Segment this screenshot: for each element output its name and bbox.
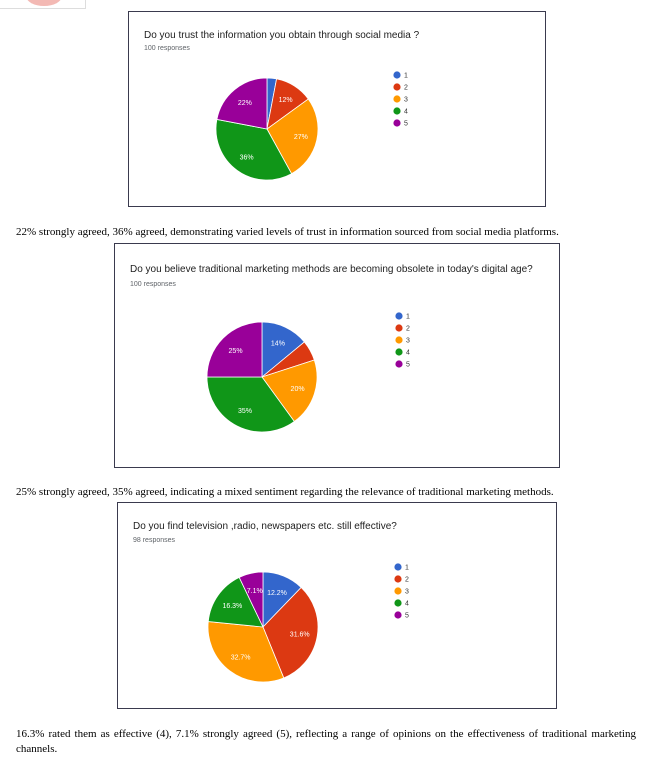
pie-slice-5 bbox=[206, 321, 263, 378]
chart-title: Do you find television ,radio, newspaper… bbox=[133, 521, 397, 532]
slice-label-4: 35% bbox=[238, 408, 252, 415]
chart-response-count: 100 responses bbox=[144, 45, 190, 52]
pie-chart: 12.2% 31.6% 32.7% 16.3% 7.1% 1 2 3 4 5 bbox=[207, 563, 409, 683]
legend-marker-2 bbox=[394, 575, 402, 583]
caption-2: 25% strongly agreed, 35% agreed, indicat… bbox=[16, 486, 554, 498]
slice-label-4: 16.3% bbox=[222, 603, 242, 610]
legend-marker-1 bbox=[395, 312, 403, 320]
slice-label-3: 20% bbox=[291, 386, 305, 393]
legend-marker-4 bbox=[394, 599, 402, 607]
slice-label-3: 27% bbox=[294, 134, 308, 141]
pie-slice-3 bbox=[207, 621, 285, 683]
legend-marker-3 bbox=[395, 336, 403, 344]
slice-label-5: 7.1% bbox=[247, 588, 263, 595]
legend-marker-1 bbox=[393, 71, 401, 79]
legend-marker-4 bbox=[393, 107, 401, 115]
chart-card-traditional-effective: Do you find television ,radio, newspaper… bbox=[117, 502, 557, 709]
slice-label-5: 22% bbox=[238, 100, 252, 107]
chart-response-count: 100 responses bbox=[130, 281, 176, 288]
pie-slice-4 bbox=[207, 576, 264, 628]
slice-label-4: 36% bbox=[240, 155, 254, 162]
legend-label-1: 1 bbox=[404, 73, 408, 80]
legend-marker-1 bbox=[394, 563, 402, 571]
pie-slice-3 bbox=[266, 98, 319, 175]
legend-label-4: 4 bbox=[404, 109, 408, 116]
legend-label-1: 1 bbox=[405, 565, 409, 572]
legend-label-5: 5 bbox=[404, 121, 408, 128]
legend-marker-5 bbox=[395, 360, 403, 368]
pie-slice-3 bbox=[261, 359, 318, 423]
legend-marker-5 bbox=[394, 611, 402, 619]
caption-3: 16.3% rated them as effective (4), 7.1% … bbox=[16, 728, 636, 755]
chart-card-trust-social-media: Do you trust the information you obtain … bbox=[128, 11, 546, 207]
pie-slice-4 bbox=[206, 376, 295, 433]
slice-label-2: 12% bbox=[279, 97, 293, 104]
pie-chart: 14% 20% 35% 25% 1 2 3 4 5 bbox=[206, 312, 410, 433]
legend-marker-2 bbox=[393, 83, 401, 91]
top-decoration bbox=[0, 0, 86, 9]
legend-marker-3 bbox=[393, 95, 401, 103]
pie-slice-5 bbox=[216, 77, 268, 130]
pie-chart: 12% 27% 36% 22% 1 2 3 4 5 bbox=[215, 71, 408, 181]
legend-marker-5 bbox=[393, 119, 401, 127]
legend-label-1: 1 bbox=[406, 314, 410, 321]
slice-label-2: 31.6% bbox=[290, 632, 310, 639]
pie-slice-4 bbox=[215, 118, 293, 181]
slice-label-1: 14% bbox=[271, 341, 285, 348]
legend-label-3: 3 bbox=[406, 338, 410, 345]
slice-label-1: 12.2% bbox=[267, 590, 287, 597]
chart-response-count: 98 responses bbox=[133, 537, 176, 544]
legend-label-2: 2 bbox=[406, 326, 410, 333]
legend-label-5: 5 bbox=[406, 362, 410, 369]
legend-label-3: 3 bbox=[405, 589, 409, 596]
legend-marker-2 bbox=[395, 324, 403, 332]
pie-slice-5 bbox=[238, 571, 264, 628]
legend-label-4: 4 bbox=[405, 601, 409, 608]
legend-marker-3 bbox=[394, 587, 402, 595]
chart-title: Do you believe traditional marketing met… bbox=[130, 264, 533, 275]
legend-marker-4 bbox=[395, 348, 403, 356]
slice-label-5: 25% bbox=[229, 348, 243, 355]
slice-label-3: 32.7% bbox=[231, 654, 251, 661]
legend-label-3: 3 bbox=[404, 97, 408, 104]
caption-1: 22% strongly agreed, 36% agreed, demonst… bbox=[16, 226, 559, 238]
legend-label-5: 5 bbox=[405, 613, 409, 620]
chart-card-traditional-obsolete: Do you believe traditional marketing met… bbox=[114, 243, 560, 468]
pie-slice-2 bbox=[262, 586, 319, 679]
chart-title: Do you trust the information you obtain … bbox=[144, 30, 420, 41]
legend-label-4: 4 bbox=[406, 350, 410, 357]
legend-label-2: 2 bbox=[404, 85, 408, 92]
legend-label-2: 2 bbox=[405, 577, 409, 584]
logo-fragment bbox=[26, 0, 62, 6]
